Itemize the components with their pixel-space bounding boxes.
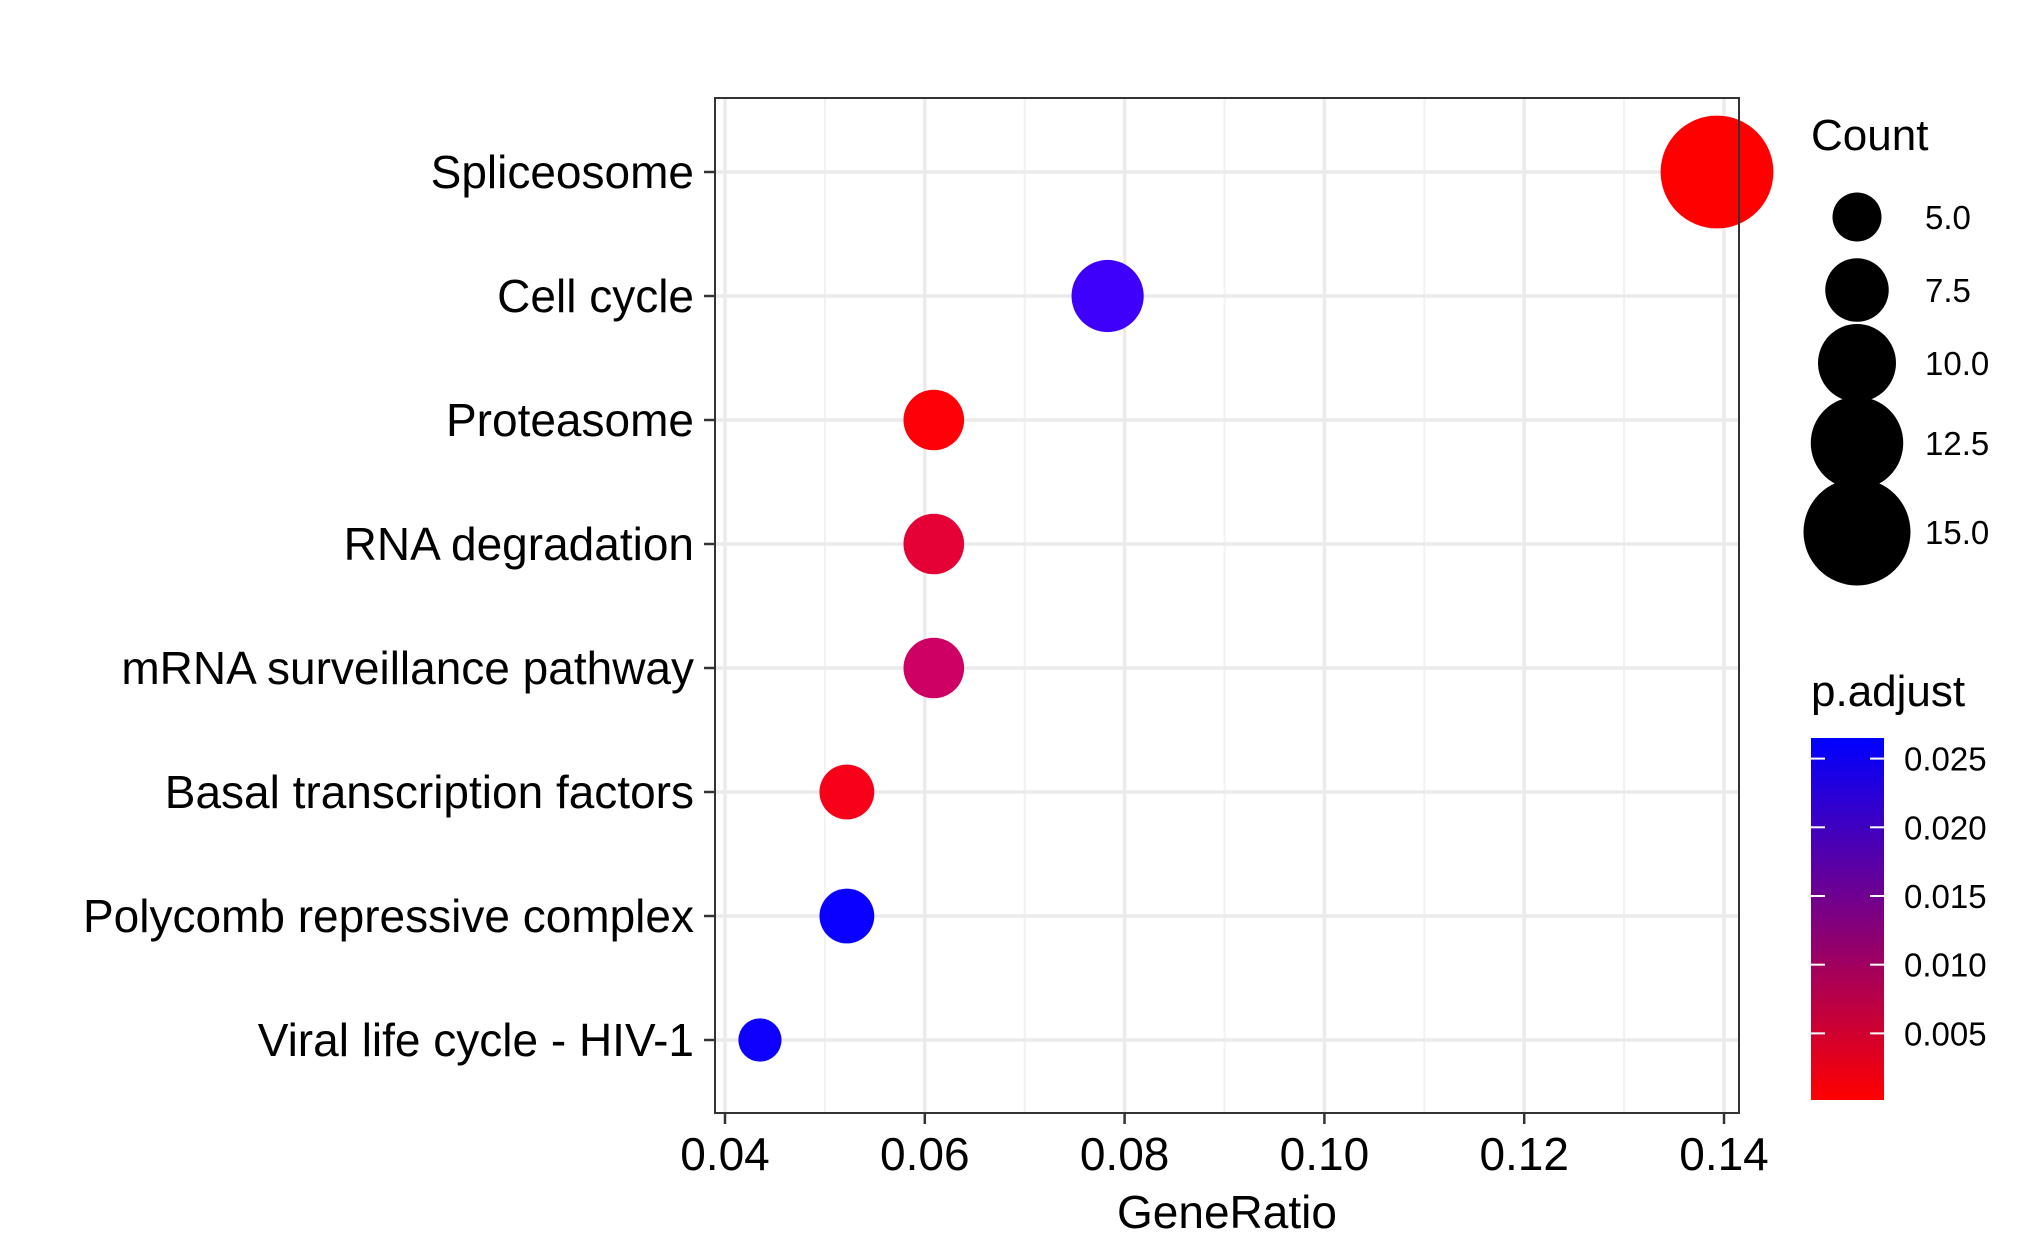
panel-background: [715, 98, 1739, 1113]
p-adjust-legend-title: p.adjust: [1811, 667, 1965, 716]
minor-gridlines: [823, 98, 1626, 1113]
y-tick-label: Viral life cycle - HIV-1: [258, 1014, 694, 1066]
panel-border: [714, 97, 1740, 1114]
x-axis-title: GeneRatio: [1117, 1186, 1337, 1238]
data-point: [903, 637, 965, 699]
data-point: [1660, 115, 1774, 229]
p-adjust-legend-label: 0.015: [1904, 878, 1987, 915]
y-tick-label: Proteasome: [446, 394, 694, 446]
y-axis: Spliceosome Cell cycle Proteasome RNA degra…: [83, 146, 715, 1066]
x-tick-label: 0.12: [1479, 1128, 1569, 1180]
count-legend-title: Count: [1811, 111, 1928, 160]
p-adjust-legend-label: 0.010: [1904, 947, 1987, 984]
count-legend-label: 10.0: [1925, 345, 1989, 382]
y-tick-label: Polycomb repressive complex: [83, 890, 694, 942]
y-tick-label: RNA degradation: [344, 518, 694, 570]
y-tick-label: Cell cycle: [497, 270, 694, 322]
count-legend-key: [1818, 324, 1896, 402]
count-legend-key: [1810, 396, 1904, 490]
p-adjust-legend-label: 0.005: [1904, 1015, 1987, 1052]
count-legend-key: [1825, 258, 1889, 322]
p-adjust-colorbar: [1811, 738, 1884, 1100]
data-point: [903, 389, 965, 451]
x-tick-label: 0.04: [680, 1128, 770, 1180]
x-tick-label: 0.06: [880, 1128, 970, 1180]
count-legend-key: [1803, 478, 1911, 586]
x-tick-label: 0.08: [1080, 1128, 1170, 1180]
plot-panel: [714, 97, 1774, 1114]
count-legend: Count 5.0 7.5 10.0 12.5 15.0: [1803, 111, 1989, 586]
x-tick-label: 0.14: [1679, 1128, 1769, 1180]
data-point: [903, 513, 965, 575]
p-adjust-legend-label: 0.020: [1904, 809, 1987, 846]
count-legend-label: 15.0: [1925, 514, 1989, 551]
count-legend-label: 7.5: [1925, 272, 1971, 309]
data-point: [819, 764, 875, 820]
y-tick-label: Spliceosome: [431, 146, 694, 198]
data-point: [1071, 259, 1144, 333]
p-adjust-legend: p.adjust 0.025 0.020 0.015 0.010 0.005: [1811, 667, 1987, 1100]
data-point: [819, 888, 875, 944]
x-tick-label: 0.10: [1280, 1128, 1370, 1180]
x-axis: 0.04 0.06 0.08 0.10 0.12 0.14: [680, 1113, 1769, 1180]
count-legend-key: [1832, 192, 1882, 242]
data-point: [738, 1018, 782, 1062]
data-points: [738, 115, 1774, 1062]
count-legend-label: 12.5: [1925, 425, 1989, 462]
y-tick-label: mRNA surveillance pathway: [121, 642, 694, 694]
p-adjust-legend-label: 0.025: [1904, 741, 1987, 778]
count-legend-label: 5.0: [1925, 199, 1971, 236]
y-tick-label: Basal transcription factors: [165, 766, 694, 818]
major-gridlines: [715, 98, 1739, 1113]
